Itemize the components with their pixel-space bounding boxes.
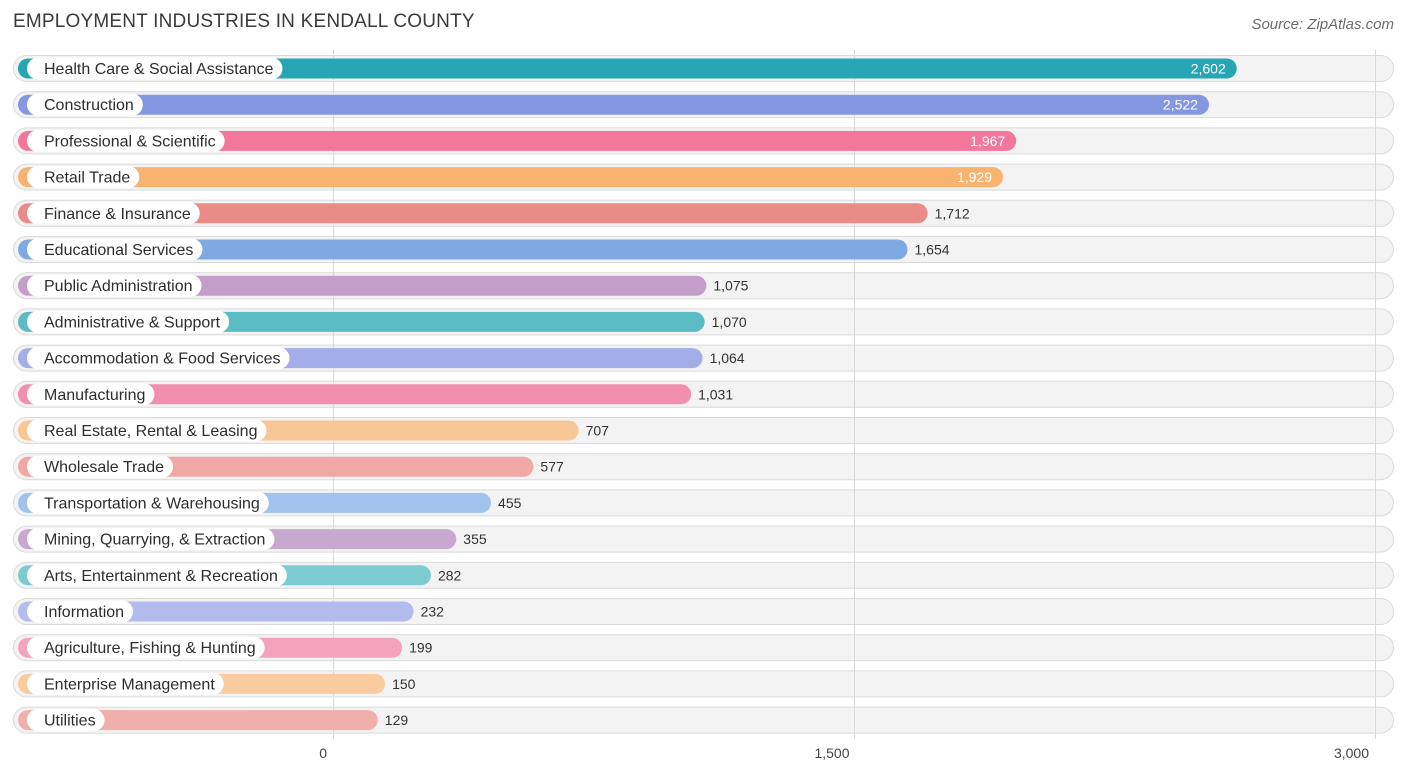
x-tick-label: 0 (319, 745, 327, 761)
value-label: 150 (392, 676, 416, 692)
category-label: Manufacturing (44, 387, 145, 404)
category-label-pill (27, 57, 283, 80)
category-label-pill (27, 709, 105, 732)
category-label-pill (27, 310, 230, 333)
value-label: 2,522 (1163, 97, 1198, 113)
category-label: Finance & Insurance (44, 206, 191, 223)
category-label-pill (27, 347, 290, 370)
value-label: 1,967 (970, 133, 1005, 149)
value-label: 129 (385, 712, 409, 728)
x-tick-label: 3,000 (1334, 745, 1369, 761)
value-label: 1,064 (710, 350, 745, 366)
value-label: 199 (409, 640, 433, 656)
category-label: Agriculture, Fishing & Hunting (44, 640, 256, 657)
value-label: 232 (421, 604, 445, 620)
value-label: 1,075 (713, 278, 748, 294)
category-label: Enterprise Management (44, 676, 215, 693)
category-label-pill (27, 528, 275, 551)
category-label-pill (27, 672, 224, 695)
category-label-pill (27, 238, 203, 261)
chart-title: EMPLOYMENT INDUSTRIES IN KENDALL COUNTY (13, 11, 475, 32)
bar (18, 384, 692, 405)
value-label: 282 (438, 567, 462, 583)
x-tick-label: 1,500 (814, 745, 849, 761)
category-label: Construction (44, 97, 134, 114)
category-label: Information (44, 604, 124, 621)
category-label: Administrative & Support (44, 314, 221, 331)
category-label-pill (27, 274, 202, 297)
bar (18, 710, 378, 731)
category-label-pill (27, 564, 287, 587)
bar (18, 94, 1209, 115)
bar (18, 203, 928, 224)
category-label-pill (27, 600, 134, 623)
value-label: 355 (463, 531, 487, 547)
category-label-pill (27, 455, 174, 478)
category-label-pill (27, 93, 143, 116)
category-label: Retail Trade (44, 170, 130, 187)
value-label: 1,654 (914, 242, 949, 258)
category-label: Real Estate, Rental & Leasing (44, 423, 257, 440)
value-label: 2,602 (1191, 61, 1226, 77)
bar (18, 130, 1017, 151)
category-label: Professional & Scientific (44, 133, 216, 150)
bar (18, 58, 1237, 79)
category-label-pill (27, 636, 265, 659)
category-label: Public Administration (44, 278, 193, 295)
category-label: Utilities (44, 713, 96, 730)
category-label: Wholesale Trade (44, 459, 164, 476)
category-label: Arts, Entertainment & Recreation (44, 568, 278, 585)
value-label: 1,070 (712, 314, 747, 330)
category-label-pill (27, 491, 269, 514)
category-label: Mining, Quarrying, & Extraction (44, 532, 265, 549)
category-label: Health Care & Social Assistance (44, 61, 274, 78)
category-label-pill (27, 202, 200, 225)
category-label-pill (27, 129, 225, 152)
value-label: 707 (586, 423, 610, 439)
value-label: 1,929 (957, 169, 992, 185)
chart-source: Source: ZipAtlas.com (1251, 16, 1394, 33)
value-label: 1,712 (935, 205, 970, 221)
category-label-pill (27, 383, 155, 406)
value-label: 1,031 (698, 386, 733, 402)
category-label-pill (27, 419, 267, 442)
category-label: Accommodation & Food Services (44, 351, 281, 368)
bar (18, 239, 908, 260)
value-label: 577 (540, 459, 564, 475)
bar (18, 167, 1004, 188)
category-label: Educational Services (44, 242, 193, 259)
category-label: Transportation & Warehousing (44, 495, 260, 512)
category-label-pill (27, 166, 140, 189)
value-label: 455 (498, 495, 522, 511)
